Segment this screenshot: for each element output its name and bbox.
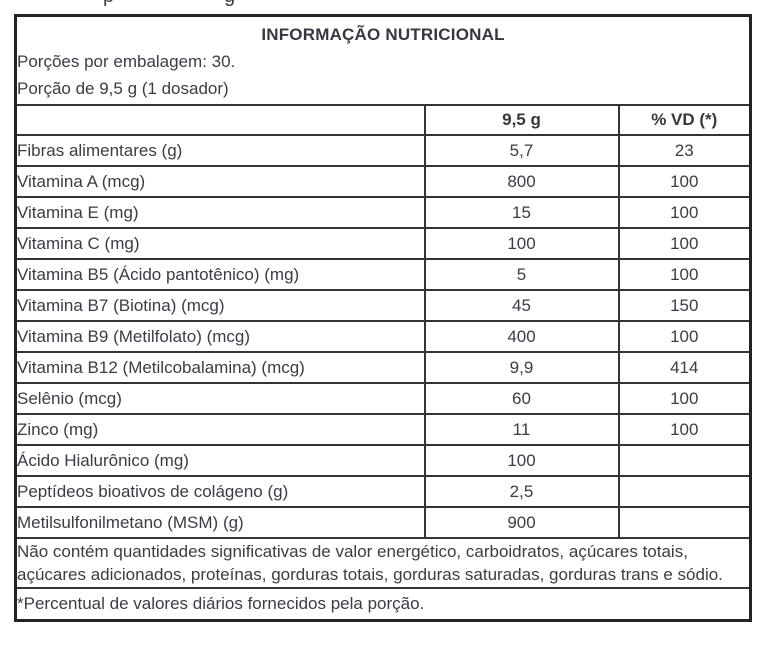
row-vd: 100 (617, 196, 752, 229)
row-vd (617, 475, 752, 508)
table-row: Zinco (mg) 11 100 (14, 413, 752, 446)
row-amount: 100 (423, 227, 620, 260)
table-row: Fibras alimentares (g) 5,7 23 (14, 134, 752, 167)
table-row: Vitamina B12 (Metilcobalamina) (mcg) 9,9… (14, 351, 752, 384)
footnote-daily-values: *Percentual de valores diários fornecido… (14, 587, 752, 622)
col-header-empty (14, 104, 426, 136)
row-amount: 15 (423, 196, 620, 229)
table-row: Vitamina C (mg) 100 100 (14, 227, 752, 260)
row-amount: 100 (423, 444, 620, 477)
row-label: Zinco (mg) (14, 413, 426, 446)
row-label: Metilsulfonilmetano (MSM) (g) (14, 506, 426, 539)
row-amount: 5,7 (423, 134, 620, 167)
table-row: Metilsulfonilmetano (MSM) (g) 900 (14, 506, 752, 539)
row-amount: 9,9 (423, 351, 620, 384)
col-header-amount: 9,5 g (423, 104, 620, 136)
row-label: Vitamina E (mg) (14, 196, 426, 229)
row-vd (617, 444, 752, 477)
row-label: Vitamina B7 (Biotina) (mcg) (14, 289, 426, 322)
row-vd (617, 506, 752, 539)
row-label: Vitamina C (mg) (14, 227, 426, 260)
row-vd: 23 (617, 134, 752, 167)
cropped-letter-fragment: g (224, 0, 235, 8)
servings-per-package: Porções por embalagem: 30. (17, 52, 236, 71)
footnote-row: *Percentual de valores diários fornecido… (14, 587, 752, 622)
row-vd: 100 (617, 258, 752, 291)
row-amount: 2,5 (423, 475, 620, 508)
row-amount: 11 (423, 413, 620, 446)
row-amount: 60 (423, 382, 620, 415)
row-vd: 100 (617, 413, 752, 446)
row-label: Ácido Hialurônico (mg) (14, 444, 426, 477)
row-amount: 5 (423, 258, 620, 291)
nutrition-facts-panel: INFORMAÇÃO NUTRICIONAL Porções por embal… (14, 14, 752, 622)
table-row: Peptídeos bioativos de colágeno (g) 2,5 (14, 475, 752, 508)
table-row: Vitamina B9 (Metilfolato) (mcg) 400 100 (14, 320, 752, 353)
row-vd: 100 (617, 227, 752, 260)
row-label: Selênio (mcg) (14, 382, 426, 415)
table-row: Selênio (mcg) 60 100 (14, 382, 752, 415)
table-row: Ácido Hialurônico (mg) 100 (14, 444, 752, 477)
footnote-no-significant-amounts-line1: Não contém quantidades significativas de… (17, 542, 688, 561)
row-label: Peptídeos bioativos de colágeno (g) (14, 475, 426, 508)
row-amount: 800 (423, 165, 620, 198)
row-vd: 414 (617, 351, 752, 384)
row-amount: 900 (423, 506, 620, 539)
cropped-text-above-table: p g (0, 0, 762, 10)
col-header-vd: % VD (*) (617, 104, 752, 136)
nutrition-table: INFORMAÇÃO NUTRICIONAL Porções por embal… (14, 14, 752, 622)
row-label: Vitamina A (mcg) (14, 165, 426, 198)
row-amount: 45 (423, 289, 620, 322)
column-header-row: 9,5 g % VD (*) (14, 104, 752, 136)
row-vd: 100 (617, 320, 752, 353)
row-label: Vitamina B12 (Metilcobalamina) (mcg) (14, 351, 426, 384)
row-amount: 400 (423, 320, 620, 353)
info-block-row: INFORMAÇÃO NUTRICIONAL Porções por embal… (14, 14, 752, 106)
table-row: Vitamina A (mcg) 800 100 (14, 165, 752, 198)
footnote-no-significant-amounts-line2: açúcares adicionados, proteínas, gordura… (17, 565, 723, 584)
row-label: Vitamina B9 (Metilfolato) (mcg) (14, 320, 426, 353)
row-vd: 100 (617, 382, 752, 415)
table-title: INFORMAÇÃO NUTRICIONAL (261, 25, 505, 44)
row-label: Vitamina B5 (Ácido pantotênico) (mg) (14, 258, 426, 291)
cropped-letter-fragment: p (103, 0, 114, 8)
table-row: Vitamina B7 (Biotina) (mcg) 45 150 (14, 289, 752, 322)
row-vd: 100 (617, 165, 752, 198)
portion-size: Porção de 9,5 g (1 dosador) (17, 79, 229, 98)
row-vd: 150 (617, 289, 752, 322)
footnote-row: Não contém quantidades significativas de… (14, 537, 752, 589)
row-label: Fibras alimentares (g) (14, 134, 426, 167)
table-row: Vitamina B5 (Ácido pantotênico) (mg) 5 1… (14, 258, 752, 291)
table-row: Vitamina E (mg) 15 100 (14, 196, 752, 229)
